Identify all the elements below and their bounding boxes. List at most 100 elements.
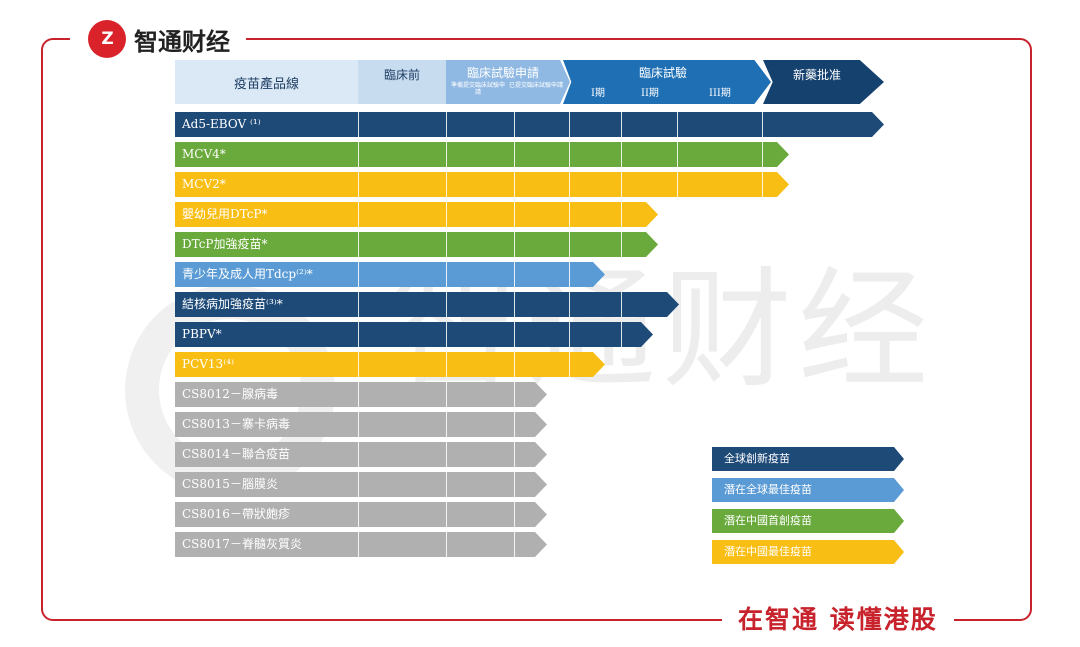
stage-divider <box>569 172 570 197</box>
stage-divider <box>446 352 447 377</box>
pipeline-progress-bar: CS8014－聯合疫苗 <box>175 442 547 467</box>
stage-divider <box>358 202 359 227</box>
stage-divider <box>569 322 570 347</box>
pipeline-progress-bar: CS8016－帶狀皰疹 <box>175 502 547 527</box>
stage-divider <box>569 112 570 137</box>
stage-divider <box>358 142 359 167</box>
pipeline-progress-bar: Ad5-EBOV ⁽¹⁾ <box>175 112 884 137</box>
stage-divider <box>621 292 622 317</box>
pipeline-progress-bar: 青少年及成人用Tdcp⁽²⁾* <box>175 262 605 287</box>
legend-item: 潛在中國最佳疫苗 <box>712 540 904 564</box>
stage-divider <box>446 382 447 407</box>
stage-divider <box>358 322 359 347</box>
pipeline-row-label: CS8015－腦膜炎 <box>182 477 278 491</box>
pipeline-progress-bar: 嬰幼兒用DTcP* <box>175 202 658 227</box>
header-nda-label: 新藥批准 <box>793 68 842 82</box>
stage-divider <box>358 502 359 527</box>
stage-divider <box>621 142 622 167</box>
stage-divider <box>514 352 515 377</box>
header-phase1: I期 <box>591 88 605 99</box>
stage-divider <box>358 472 359 497</box>
pipeline-row-label: 結核病加強疫苗⁽³⁾* <box>182 297 283 311</box>
pipeline-progress-bar: CS8012－腺病毒 <box>175 382 547 407</box>
stage-divider <box>569 352 570 377</box>
pipeline-row-label: MCV2* <box>182 177 226 191</box>
header-product-line: 疫苗產品線 <box>175 60 358 104</box>
stage-divider <box>358 262 359 287</box>
stage-divider <box>621 232 622 257</box>
stage-divider <box>621 322 622 347</box>
stage-divider <box>358 412 359 437</box>
pipeline-row-label: CS8012－腺病毒 <box>182 387 278 401</box>
stage-divider <box>446 472 447 497</box>
stage-divider <box>677 112 678 137</box>
header-clinical-application-sub1: 準備提交臨床試驗申請 <box>450 82 505 96</box>
stage-divider <box>446 232 447 257</box>
pipeline-row-label: CS8017－脊髓灰質炎 <box>182 537 302 551</box>
stage-divider <box>358 172 359 197</box>
stage-divider <box>358 112 359 137</box>
pipeline-row-label: DTcP加強疫苗* <box>182 237 268 251</box>
stage-divider <box>621 112 622 137</box>
stage-divider <box>514 262 515 287</box>
stage-divider <box>446 202 447 227</box>
header-phase2: II期 <box>641 88 659 99</box>
stage-divider <box>514 202 515 227</box>
stage-divider <box>514 292 515 317</box>
brand-logo-icon: Z <box>88 20 126 58</box>
stage-divider <box>446 292 447 317</box>
pipeline-row-label: PCV13⁽⁴⁾ <box>182 357 234 371</box>
stage-divider <box>446 412 447 437</box>
legend-item: 全球創新疫苗 <box>712 447 904 471</box>
header-nda: 新藥批准 <box>763 60 884 104</box>
stage-divider <box>514 232 515 257</box>
stage-divider <box>621 202 622 227</box>
stage-divider <box>446 322 447 347</box>
pipeline-progress-bar: DTcP加強疫苗* <box>175 232 658 257</box>
stage-divider <box>514 172 515 197</box>
header-clinical-trial-title: 臨床試驗 <box>638 66 687 80</box>
pipeline-progress-bar: MCV2* <box>175 172 789 197</box>
brand-name: 智通财经 <box>134 27 230 56</box>
pipeline-row-label: CS8013－寨卡病毒 <box>182 417 290 431</box>
pipeline-progress-bar: 結核病加強疫苗⁽³⁾* <box>175 292 679 317</box>
legend-item: 潛在中國首創疫苗 <box>712 509 904 533</box>
stage-divider <box>621 172 622 197</box>
stage-divider <box>677 142 678 167</box>
stage-divider <box>569 232 570 257</box>
stage-divider <box>514 112 515 137</box>
header-preclinical: 臨床前 <box>358 60 446 104</box>
pipeline-row-label: 嬰幼兒用DTcP* <box>182 207 268 221</box>
stage-divider <box>358 352 359 377</box>
pipeline-row-label: Ad5-EBOV ⁽¹⁾ <box>182 117 261 131</box>
pipeline-progress-bar: CS8013－寨卡病毒 <box>175 412 547 437</box>
header-clinical-application-sub2: 已提交臨床試驗申請 <box>508 82 563 89</box>
stage-divider <box>514 142 515 167</box>
stage-divider <box>569 202 570 227</box>
pipeline-row-label: PBPV* <box>182 327 222 341</box>
stage-divider <box>514 502 515 527</box>
header-clinical-trial: 臨床試驗 I期 II期 III期 <box>563 60 771 104</box>
stage-divider <box>514 412 515 437</box>
stage-divider <box>446 142 447 167</box>
brand-header: Z 智通财经 <box>70 14 246 64</box>
pipeline-progress-bar: PBPV* <box>175 322 653 347</box>
pipeline-row-label: CS8016－帶狀皰疹 <box>182 507 290 521</box>
stage-divider <box>569 262 570 287</box>
stage-divider <box>358 532 359 557</box>
stage-divider <box>446 442 447 467</box>
pipeline-row-label: CS8014－聯合疫苗 <box>182 447 290 461</box>
stage-divider <box>514 472 515 497</box>
stage-divider <box>762 142 763 167</box>
pipeline-progress-bar: MCV4* <box>175 142 789 167</box>
stage-divider <box>358 292 359 317</box>
pipeline-progress-bar: CS8017－脊髓灰質炎 <box>175 532 547 557</box>
stage-divider <box>446 502 447 527</box>
header-phase3: III期 <box>709 88 731 99</box>
pipeline-progress-bar: PCV13⁽⁴⁾ <box>175 352 605 377</box>
stage-divider <box>514 322 515 347</box>
legend-item: 潛在全球最佳疫苗 <box>712 478 904 502</box>
stage-divider <box>514 532 515 557</box>
slogan: 在智通 读懂港股 <box>722 600 954 636</box>
stage-divider <box>677 172 678 197</box>
